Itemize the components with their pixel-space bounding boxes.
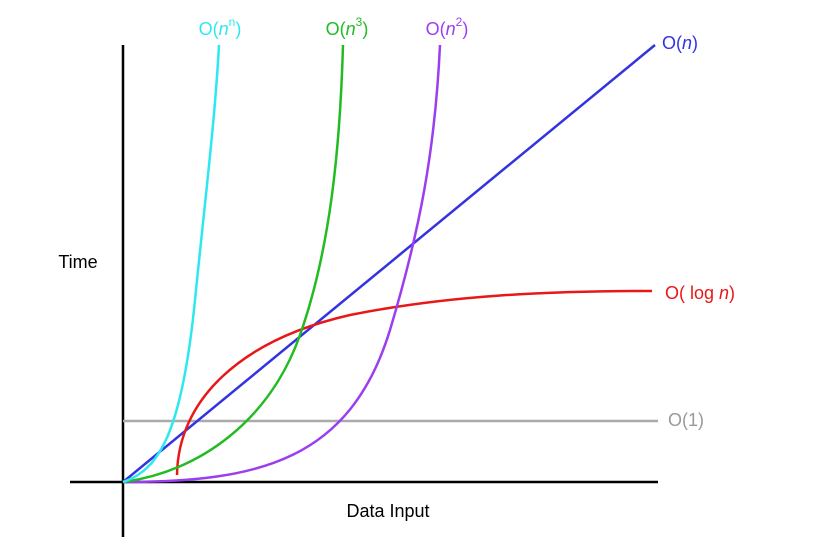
x-axis-label: Data Input — [346, 501, 429, 521]
label-part: ) — [692, 33, 698, 53]
y-axis-label: Time — [58, 252, 97, 272]
label-part: ) — [362, 19, 368, 39]
curve-label: O( log n) — [665, 283, 735, 303]
label-part: O(1) — [668, 410, 704, 430]
curve-label: O(nn) — [199, 15, 242, 39]
quadratic-curve — [122, 44, 442, 484]
curve-label: O(n3) — [326, 15, 369, 39]
label-part: n — [719, 283, 729, 303]
label-part: n — [346, 19, 356, 39]
label-part: ) — [462, 19, 468, 39]
label-part: O( — [199, 19, 219, 39]
exponential-curve — [122, 44, 221, 484]
label-part: n — [229, 15, 236, 29]
label-part: n — [446, 19, 456, 39]
log-curve — [175, 289, 653, 476]
cubic-curve — [122, 44, 345, 484]
label-part: n — [219, 19, 229, 39]
linear-curve — [122, 44, 656, 483]
label-part: 2 — [456, 15, 463, 29]
label-part: O( — [326, 19, 346, 39]
label-part: ) — [729, 283, 735, 303]
curve-label: O(n2) — [426, 15, 469, 39]
label-part: n — [682, 33, 692, 53]
label-part: O( — [426, 19, 446, 39]
label-part: 3 — [356, 15, 363, 29]
curve-label: O(1) — [668, 410, 704, 430]
curve-label: O(n) — [662, 33, 698, 53]
label-part: O( log — [665, 283, 719, 303]
label-part: O( — [662, 33, 682, 53]
label-part: ) — [235, 19, 241, 39]
